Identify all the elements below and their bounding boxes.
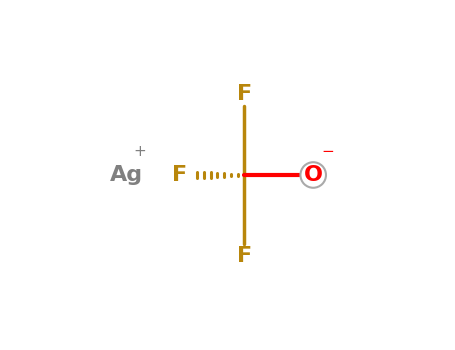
- Text: +: +: [133, 144, 146, 159]
- Text: Ag: Ag: [110, 165, 143, 185]
- Text: −: −: [321, 144, 334, 159]
- Text: F: F: [172, 165, 187, 185]
- Text: F: F: [237, 246, 252, 266]
- Text: O: O: [303, 165, 323, 185]
- Text: F: F: [237, 84, 252, 104]
